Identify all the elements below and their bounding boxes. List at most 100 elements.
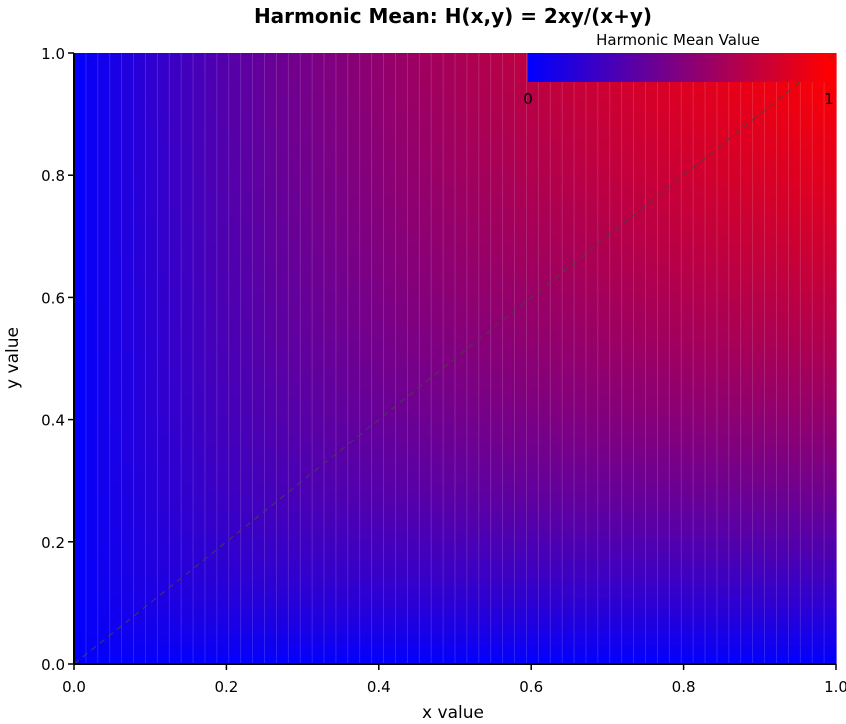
heatmap-cell: [764, 263, 778, 274]
heatmap-cell: [193, 387, 206, 398]
heatmap-cell: [728, 530, 742, 541]
heatmap-cell: [276, 291, 289, 302]
heatmap-cell: [788, 511, 801, 522]
heatmap-cell: [633, 358, 647, 369]
heatmap-cell: [145, 272, 158, 283]
heatmap-cell: [264, 282, 278, 293]
heatmap-cell: [466, 597, 480, 608]
heatmap-cell: [324, 511, 337, 522]
heatmap-cell: [693, 511, 706, 522]
heatmap-cell: [85, 616, 99, 627]
heatmap-cell: [800, 110, 813, 121]
heatmap-cell: [181, 415, 194, 426]
heatmap-cell: [300, 53, 313, 64]
heatmap-cell: [347, 635, 361, 646]
heatmap-cell: [276, 635, 289, 646]
heatmap-cell: [324, 587, 337, 598]
heatmap-cell: [466, 387, 480, 398]
heatmap-cell: [228, 654, 242, 665]
heatmap-cell: [705, 138, 718, 150]
heatmap-cell: [216, 100, 230, 111]
heatmap-cell: [312, 434, 325, 446]
heatmap-cell: [609, 291, 623, 302]
heatmap-cell: [431, 253, 444, 264]
heatmap-cell: [228, 339, 242, 350]
heatmap-cell: [597, 625, 611, 636]
heatmap-cell: [562, 644, 575, 656]
heatmap-cell: [145, 616, 158, 627]
heatmap-cell: [288, 310, 301, 321]
heatmap-cell: [585, 501, 599, 512]
heatmap-cell: [752, 444, 766, 455]
heatmap-cell: [716, 129, 730, 140]
heatmap-cell: [574, 263, 587, 274]
heatmap-cell: [455, 243, 468, 255]
heatmap-cell: [193, 358, 206, 369]
heatmap-cell: [252, 606, 266, 617]
heatmap-cell: [800, 453, 813, 465]
heatmap-cell: [347, 253, 361, 264]
heatmap-cell: [371, 177, 385, 188]
heatmap-cell: [455, 368, 468, 379]
heatmap-cell: [74, 129, 87, 140]
heatmap-cell: [574, 91, 587, 102]
heatmap-cell: [312, 129, 325, 140]
heatmap-cell: [466, 53, 480, 64]
heatmap-cell: [216, 81, 230, 92]
heatmap-cell: [431, 606, 444, 617]
heatmap-cell: [419, 578, 432, 589]
heatmap-cell: [669, 568, 682, 579]
heatmap-cell: [443, 616, 456, 627]
heatmap-cell: [157, 482, 170, 493]
heatmap-cell: [466, 501, 480, 512]
heatmap-cell: [216, 425, 230, 436]
heatmap-cell: [681, 482, 694, 493]
heatmap-cell: [585, 358, 599, 369]
heatmap-cell: [681, 549, 694, 560]
heatmap-cell: [764, 558, 778, 570]
heatmap-cell: [407, 224, 420, 235]
heatmap-cell: [335, 453, 349, 465]
heatmap-cell: [812, 282, 825, 293]
heatmap-cell: [693, 310, 706, 321]
heatmap-cell: [705, 348, 718, 360]
heatmap-cell: [276, 253, 289, 264]
heatmap-cell: [252, 62, 266, 73]
heatmap-cell: [502, 62, 516, 73]
heatmap-cell: [681, 434, 694, 446]
heatmap-cell: [324, 530, 337, 541]
heatmap-cell: [716, 530, 730, 541]
heatmap-cell: [788, 320, 801, 331]
heatmap-cell: [264, 549, 278, 560]
heatmap-cell: [395, 215, 408, 226]
heatmap-cell: [490, 511, 504, 522]
heatmap-cell: [300, 425, 313, 436]
heatmap-cell: [419, 53, 432, 64]
heatmap-cell: [431, 215, 444, 226]
heatmap-cell: [443, 473, 456, 484]
heatmap-cell: [347, 167, 361, 178]
heatmap-cell: [228, 482, 242, 493]
heatmap-cell: [169, 301, 182, 312]
heatmap-cell: [514, 224, 528, 235]
heatmap-cell: [550, 368, 563, 379]
heatmap-cell: [335, 587, 349, 598]
heatmap-cell: [740, 377, 754, 388]
heatmap-cell: [276, 654, 289, 665]
heatmap-cell: [264, 644, 278, 656]
heatmap-cell: [538, 348, 551, 360]
heatmap-cell: [466, 425, 480, 436]
heatmap-cell: [705, 100, 718, 111]
heatmap-cell: [764, 644, 778, 656]
heatmap-cell: [300, 530, 313, 541]
heatmap-cell: [574, 148, 587, 159]
heatmap-cell: [597, 644, 611, 656]
heatmap-cell: [193, 644, 206, 656]
heatmap-cell: [240, 434, 254, 446]
heatmap-cell: [776, 138, 789, 150]
heatmap-cell: [562, 339, 575, 350]
heatmap-cell: [264, 501, 278, 512]
heatmap-cell: [669, 358, 682, 369]
heatmap-cell: [347, 234, 361, 245]
heatmap-cell: [776, 234, 789, 245]
